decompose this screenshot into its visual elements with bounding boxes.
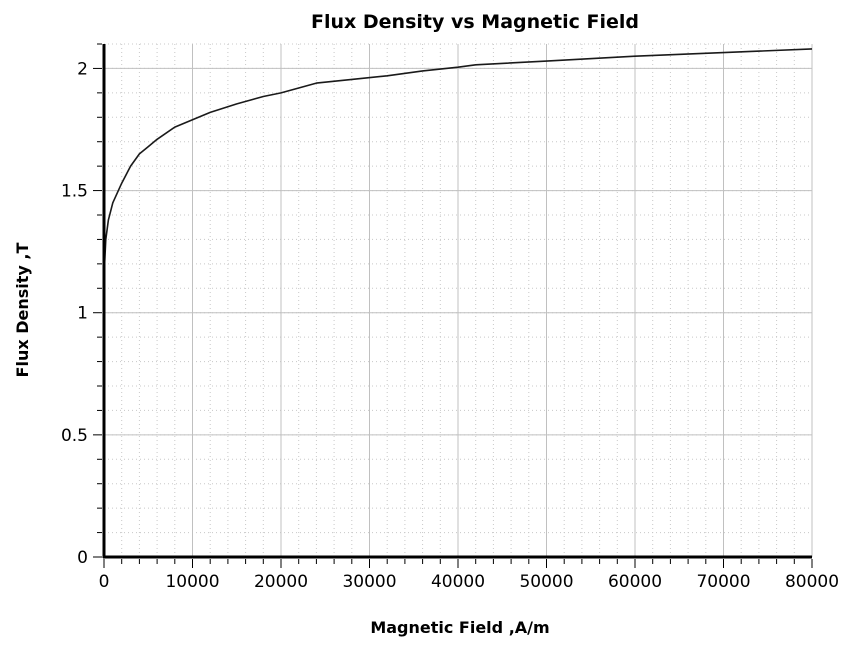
x-axis-label: Magnetic Field ,A/m [370,618,549,637]
y-tick-label: 1 [77,304,88,324]
x-tick-label: 70000 [696,572,750,592]
x-tick-label: 20000 [254,572,308,592]
chart-title: Flux Density vs Magnetic Field [311,11,639,33]
data-layer [103,48,813,277]
axes [102,44,812,559]
y-tick-label: 1.5 [61,182,88,202]
y-tick-label: 2 [77,59,88,79]
x-ticks: 0 10000 20000 30000 40000 50000 60000 70000 8000… [99,559,839,592]
y-tick-label: 0.5 [61,426,88,446]
series-line-0 [103,48,813,277]
x-tick-label: 30000 [342,572,396,592]
y-ticks: 0 0.5 1 1.5 2 [61,43,102,568]
y-tick-label: 0 [77,548,88,568]
x-tick-label: 80000 [785,572,839,592]
x-tick-label: 50000 [519,572,573,592]
x-tick-label: 0 [99,572,110,592]
x-tick-label: 60000 [608,572,662,592]
x-tick-label: 40000 [431,572,485,592]
y-axis-label: Flux Density ,T [13,242,32,377]
x-tick-label: 10000 [165,572,219,592]
